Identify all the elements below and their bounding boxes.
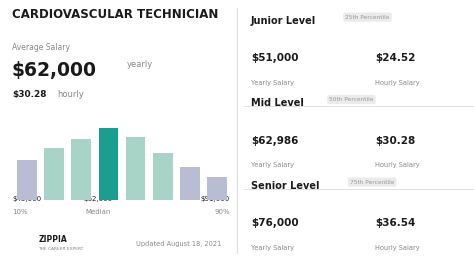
Text: Mid Level: Mid Level <box>251 98 304 109</box>
Text: ZIPPIA: ZIPPIA <box>38 235 67 244</box>
Bar <box>44 148 64 200</box>
Text: Updated August 18, 2021: Updated August 18, 2021 <box>137 241 222 247</box>
Text: $51,000: $51,000 <box>251 53 299 63</box>
Bar <box>17 160 36 200</box>
Text: 90%: 90% <box>214 209 230 215</box>
Text: $62,000: $62,000 <box>12 61 97 80</box>
Text: Average Salary: Average Salary <box>12 43 70 52</box>
Text: Yearly Salary: Yearly Salary <box>251 80 294 86</box>
Text: $30.28: $30.28 <box>12 90 46 99</box>
Text: Hourly Salary: Hourly Salary <box>375 162 420 168</box>
Text: Hourly Salary: Hourly Salary <box>375 245 420 251</box>
Bar <box>180 167 200 200</box>
Text: hourly: hourly <box>57 90 84 99</box>
Text: Yearly Salary: Yearly Salary <box>251 245 294 251</box>
Bar <box>72 139 91 200</box>
Text: $76,000: $76,000 <box>251 218 299 228</box>
Text: 10%: 10% <box>12 209 27 215</box>
Text: $91,000: $91,000 <box>201 196 230 202</box>
Text: $30.28: $30.28 <box>375 136 415 146</box>
Text: Hourly Salary: Hourly Salary <box>375 80 420 86</box>
Bar <box>153 153 173 200</box>
Text: Z: Z <box>23 239 30 249</box>
Bar <box>208 177 227 200</box>
Text: $24.52: $24.52 <box>375 53 416 63</box>
Text: Junior Level: Junior Level <box>251 16 316 26</box>
Text: yearly: yearly <box>127 60 153 69</box>
Text: THE CAREER EXPERT: THE CAREER EXPERT <box>38 247 83 251</box>
Bar <box>99 128 118 200</box>
Text: Yearly Salary: Yearly Salary <box>251 162 294 168</box>
Text: 25th Percentile: 25th Percentile <box>345 15 390 20</box>
Text: $62,000: $62,000 <box>83 196 113 202</box>
Text: $62,986: $62,986 <box>251 136 298 146</box>
Text: CARDIOVASCULAR TECHNICIAN: CARDIOVASCULAR TECHNICIAN <box>12 8 219 21</box>
Text: Median: Median <box>85 209 111 215</box>
Text: $43,000: $43,000 <box>12 196 41 202</box>
Text: 75th Percentile: 75th Percentile <box>350 180 394 185</box>
Text: 50th Percentile: 50th Percentile <box>329 97 374 102</box>
Text: $36.54: $36.54 <box>375 218 416 228</box>
Bar <box>126 137 146 200</box>
Text: Senior Level: Senior Level <box>251 181 319 191</box>
